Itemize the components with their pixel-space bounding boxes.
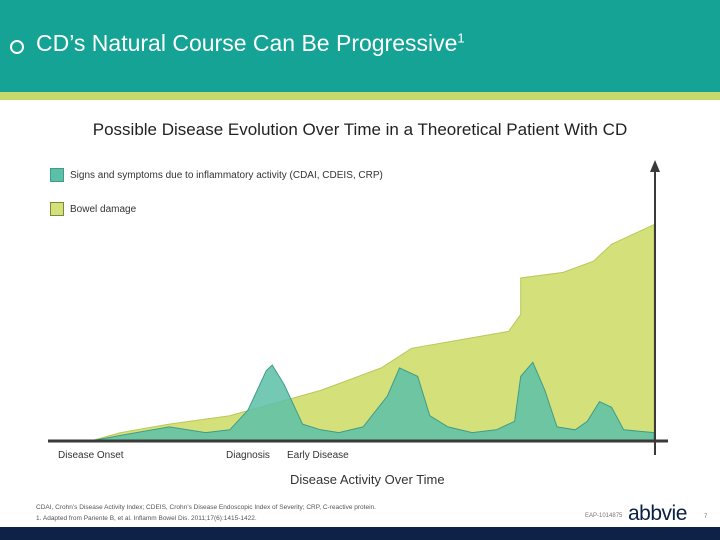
legend-swatch-bowel-damage bbox=[50, 202, 64, 216]
header-accent-stripe bbox=[0, 92, 720, 100]
inflammatory-activity-area bbox=[48, 361, 655, 442]
legend-item-bowel-damage: Bowel damage bbox=[50, 201, 383, 217]
footnote-abbreviations: CDAI, Crohn’s Disease Activity Index; CD… bbox=[36, 504, 376, 511]
legend-label-bowel-damage: Bowel damage bbox=[70, 203, 137, 215]
legend-item-inflammatory: Signs and symptoms due to inflammatory a… bbox=[50, 167, 383, 183]
header-bar bbox=[0, 0, 720, 92]
x-marker-early-disease: Early Disease bbox=[287, 450, 349, 461]
x-marker-disease-onset: Disease Onset bbox=[58, 450, 124, 461]
y-axis-arrow bbox=[650, 160, 660, 172]
abbvie-logo: abbvie bbox=[628, 502, 687, 525]
legend-swatch-inflammatory bbox=[50, 168, 64, 182]
slide-title: CD’s Natural Course Can Be Progressive1 bbox=[36, 30, 465, 57]
document-code: EAP-1014875 bbox=[585, 513, 623, 519]
x-marker-diagnosis: Diagnosis bbox=[226, 450, 270, 461]
chart-title: Possible Disease Evolution Over Time in … bbox=[92, 120, 628, 139]
title-superscript: 1 bbox=[457, 30, 465, 46]
disease-evolution-chart bbox=[48, 160, 668, 455]
page-number: 7 bbox=[704, 514, 708, 520]
legend-label-inflammatory: Signs and symptoms due to inflammatory a… bbox=[70, 169, 383, 181]
slide-title-text: CD’s Natural Course Can Be Progressive bbox=[36, 30, 458, 56]
footnotes: CDAI, Crohn’s Disease Activity Index; CD… bbox=[36, 502, 376, 524]
footnote-reference: 1. Adapted from Pariente B, et al. Infla… bbox=[36, 515, 257, 522]
x-axis-title: Disease Activity Over Time bbox=[290, 472, 445, 487]
bowel-damage-area bbox=[48, 223, 655, 442]
chart-legend: Signs and symptoms due to inflammatory a… bbox=[50, 167, 383, 235]
footer-bar bbox=[0, 527, 720, 540]
bullet-icon bbox=[10, 40, 24, 54]
